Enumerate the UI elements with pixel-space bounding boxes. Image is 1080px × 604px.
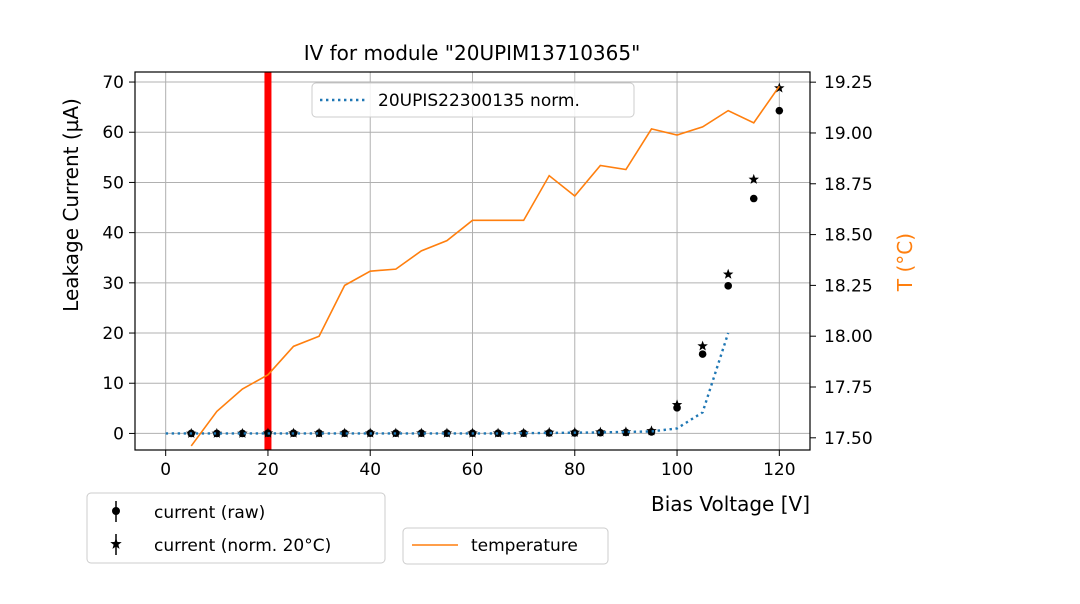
point-norm [722,268,734,279]
point-norm [543,426,555,437]
point-norm [646,425,657,436]
y2-tick-label: 18.50 [824,226,873,246]
point-norm [518,427,529,438]
point-norm [339,427,350,438]
x-axis-label: Bias Voltage [V] [651,492,810,516]
legend-label-reference: 20UPIS22300135 norm. [378,91,580,111]
y-tick-label: 50 [102,173,124,193]
y2-tick-label: 17.75 [824,378,873,398]
y-tick-label: 40 [102,224,124,244]
legend-bottom-center: temperature [402,527,609,565]
x-tick-label: 60 [462,460,484,480]
legend-swatch-norm [110,534,122,555]
point-norm [211,427,223,438]
legend-label-temperature: temperature [471,536,578,556]
legend-label-norm: current (norm. 20°C) [154,536,331,556]
y-tick-label: 70 [102,73,124,93]
point-norm [595,426,606,437]
point-norm [620,426,632,437]
series-line-20upis22300135-norm [165,332,730,435]
y-tick-label: 10 [102,374,124,394]
x-tick-label: 0 [160,460,171,480]
point-norm [237,427,248,438]
x-tick-label: 80 [564,460,586,480]
point-raw [775,106,784,115]
series-line-temperature [190,85,780,447]
y2-tick-label: 18.00 [824,327,873,347]
legend-bottom-left: current (raw) current (norm. 20°C) [86,492,386,564]
legend-label-raw: current (raw) [154,503,265,523]
point-norm [313,427,325,438]
x-tick-label: 20 [257,460,279,480]
point-raw [724,282,732,290]
x-tick-label: 100 [661,460,693,480]
point-norm [441,427,453,438]
x-tick-label: 40 [359,460,381,480]
y-tick-label: 20 [102,324,124,344]
legend-swatch-raw [112,501,120,522]
y2-axis-label: T (°C) [893,233,917,292]
legend-inner: 20UPIS22300135 norm. [311,82,635,118]
y2-tick-label: 19.00 [824,124,873,144]
y-tick-label: 0 [113,424,124,444]
y2-tick-label: 18.75 [824,175,873,195]
point-raw [698,350,707,358]
point-norm [671,399,683,410]
y2-tick-label: 19.25 [824,73,873,93]
y-axis-label: Leakage Current (µA) [59,98,83,312]
point-norm [697,340,708,351]
y2-tick-label: 17.50 [824,429,873,449]
y-tick-label: 30 [102,274,124,294]
y2-tick-label: 18.25 [824,276,873,296]
y-tick-label: 60 [102,123,124,143]
point-raw [749,194,758,203]
point-norm [748,173,759,184]
chart-title: IV for module "20UPIM13710365" [304,41,641,65]
point-norm [416,427,427,438]
x-tick-label: 120 [763,460,795,480]
